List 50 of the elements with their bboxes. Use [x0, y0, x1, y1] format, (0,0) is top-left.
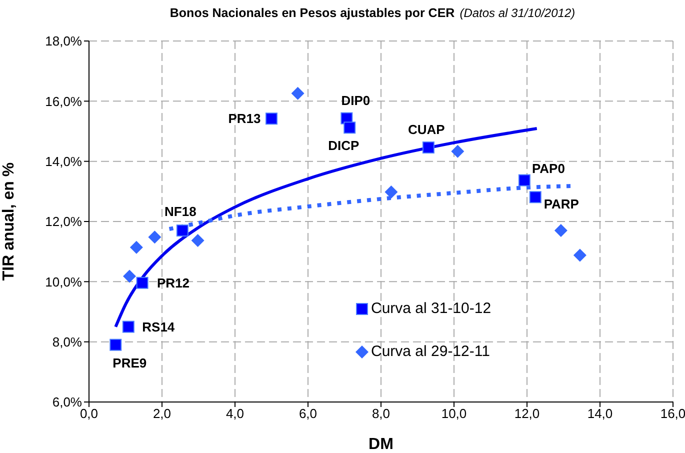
- annotation: DICP: [328, 138, 360, 154]
- point: [176, 224, 188, 237]
- chart-subtitle: (Datos al 31/10/2012): [460, 6, 576, 20]
- point: [451, 144, 464, 158]
- y-tick-label: 18,0%: [45, 34, 82, 49]
- point: [266, 112, 278, 125]
- point: [344, 122, 356, 134]
- point: [422, 141, 434, 154]
- point: [529, 191, 542, 204]
- point: [191, 234, 204, 247]
- y-tick-label: 12,0%: [45, 214, 82, 230]
- annotation: PRE9: [112, 355, 147, 370]
- point: [554, 224, 568, 238]
- point: [291, 86, 304, 100]
- chart-title: Bonos Nacionales en Pesos ajustables por CER: [170, 6, 455, 20]
- x-tick-label: 4,0: [226, 406, 244, 422]
- point: [384, 186, 398, 199]
- x-axis-title: DM: [368, 436, 394, 453]
- y-tick-label: 6,0%: [52, 394, 82, 410]
- x-tick-label: 6,0: [298, 406, 318, 422]
- y-tick-label: 10,0%: [45, 274, 82, 290]
- point: [148, 230, 162, 244]
- x-tick-label: 2,0: [152, 406, 172, 422]
- legend-label: Curva al 31-10-12: [371, 300, 492, 317]
- annotation: PR12: [157, 275, 190, 290]
- y-tick-label: 8,0%: [52, 334, 82, 350]
- annotation: PR13: [228, 111, 261, 126]
- annotation: PAP0: [532, 160, 565, 176]
- y-tick-label: 14,0%: [45, 154, 82, 169]
- point: [122, 320, 134, 333]
- point: [130, 240, 143, 254]
- x-tick-label: 16,0: [660, 406, 685, 422]
- annotation: CUAP: [408, 122, 446, 137]
- y-tick-label: 16,0%: [45, 94, 82, 109]
- point: [123, 270, 136, 283]
- point: [573, 248, 586, 262]
- x-tick-label: 0,0: [80, 406, 98, 422]
- annotation: PARP: [544, 196, 580, 212]
- annotation: NF18: [164, 204, 196, 220]
- point: [518, 174, 530, 186]
- y-axis-title: TIR anual, en %: [0, 162, 18, 281]
- x-tick-label: 14,0: [587, 406, 613, 422]
- point: [110, 338, 122, 351]
- x-tick-label: 8,0: [372, 406, 390, 422]
- x-tick-label: 10,0: [441, 406, 467, 422]
- annotation: RS14: [142, 319, 176, 334]
- x-tick-label: 12,0: [514, 406, 540, 422]
- annotation: DIP0: [341, 92, 370, 108]
- legend-label: Curva al 29-12-11: [371, 343, 490, 360]
- point: [136, 276, 148, 289]
